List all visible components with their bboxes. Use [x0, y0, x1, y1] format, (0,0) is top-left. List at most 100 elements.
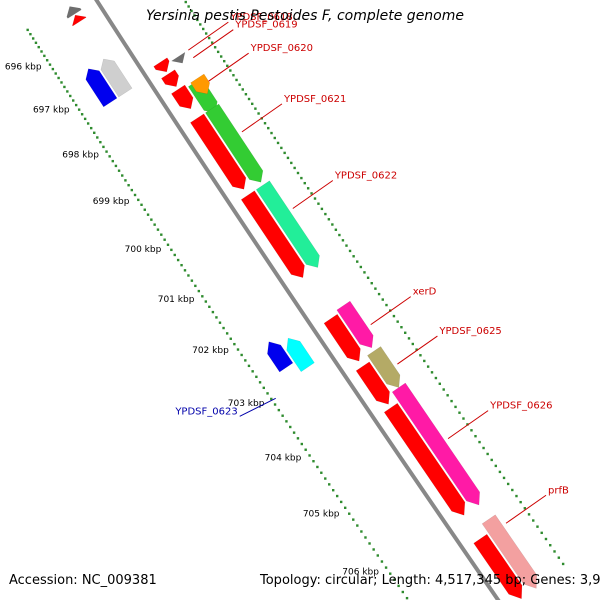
genome-backbone — [94, 0, 501, 600]
gene-label: YPDSF_0625 — [438, 326, 501, 337]
inner-dot — [304, 448, 307, 451]
gene-arrow — [383, 402, 466, 516]
inner-dot — [372, 548, 375, 551]
inner-dot — [29, 32, 32, 36]
inner-dot — [352, 518, 355, 521]
inner-dot — [26, 28, 29, 32]
gene-label: prfB — [548, 485, 569, 496]
inner-dot — [376, 554, 379, 557]
gene-label: YPDSF_0623 — [174, 406, 237, 417]
label-connector — [241, 103, 283, 133]
outer-dot — [202, 27, 205, 31]
inner-dot — [72, 99, 75, 102]
outer-dot — [506, 482, 510, 486]
inner-dot — [251, 370, 254, 373]
outer-dot — [381, 298, 384, 301]
inner-dot — [31, 37, 35, 40]
inner-dot — [102, 145, 105, 149]
inner-dot — [153, 223, 156, 226]
outer-dot — [306, 187, 310, 190]
outer-dot — [247, 97, 251, 101]
inner-dot — [218, 321, 222, 324]
outer-dot — [374, 287, 377, 290]
label-connector — [370, 296, 412, 326]
outer-dot — [293, 166, 296, 170]
gene-arrow — [473, 533, 523, 600]
inner-dot — [255, 375, 258, 379]
gene-arrow — [171, 84, 194, 109]
inner-dot — [244, 359, 247, 362]
inner-dot — [127, 184, 130, 187]
outer-dot — [235, 78, 238, 82]
outer-dot — [223, 59, 226, 63]
outer-dot — [356, 260, 359, 263]
inner-dot — [312, 460, 315, 463]
outer-dot — [196, 18, 199, 22]
outer-dot — [561, 562, 565, 566]
outer-dot — [348, 249, 352, 253]
gene-arrow — [161, 69, 179, 87]
inner-dot — [405, 596, 409, 600]
gene-arrow — [367, 346, 401, 388]
outer-dot — [193, 14, 196, 17]
inner-dot — [225, 332, 229, 335]
tick-labels: 696 kbp 697 kbp 698 kbp 699 kbp 700 kbp 701 k… — [5, 62, 379, 577]
gene-features — [66, 6, 538, 600]
inner-dot — [328, 483, 331, 486]
label-connector — [188, 21, 229, 51]
outer-dot — [423, 359, 426, 363]
label-connector — [292, 180, 334, 209]
inner-dot — [296, 437, 300, 440]
inner-dot — [401, 590, 405, 594]
outer-dot — [263, 122, 267, 125]
inner-dot — [211, 310, 215, 314]
outer-dot — [470, 429, 473, 432]
outer-dot — [290, 161, 293, 165]
inner-dot — [80, 113, 84, 116]
inner-dot — [273, 403, 277, 406]
inner-dot — [156, 228, 160, 231]
outer-dot — [341, 239, 345, 242]
inner-dot — [96, 136, 99, 139]
inner-dot — [176, 258, 180, 262]
inner-dot — [170, 248, 173, 252]
inner-dot — [215, 316, 218, 319]
gene-arrow — [85, 68, 118, 108]
outer-dot — [300, 176, 303, 180]
inner-dot — [173, 253, 176, 257]
outer-dot — [334, 228, 338, 231]
outer-dot — [392, 314, 396, 318]
inner-dot — [281, 414, 284, 417]
inner-dot — [111, 159, 114, 163]
gene-label: YPDSF_0626 — [489, 401, 552, 412]
inner-dot — [320, 471, 323, 474]
outer-dot — [310, 192, 313, 195]
outer-dot — [270, 131, 273, 135]
gene-arrow — [205, 103, 264, 183]
outer-dot — [478, 440, 481, 444]
tick-label: 697 kbp — [33, 106, 70, 116]
outer-dot — [273, 136, 276, 140]
outer-dot — [462, 417, 465, 420]
outer-dot — [296, 171, 300, 175]
outer-dot — [446, 394, 449, 397]
inner-dot — [270, 397, 273, 401]
inner-dot — [63, 85, 66, 89]
inner-dot — [285, 420, 288, 423]
inner-dot — [108, 155, 111, 158]
gene-arrow — [190, 73, 210, 95]
inner-dot — [83, 117, 87, 121]
outer-dot — [313, 197, 317, 200]
inner-dot — [240, 353, 243, 357]
gene-arrow — [355, 361, 390, 405]
outer-dot — [523, 507, 527, 510]
tick-label: 698 kbp — [62, 151, 99, 161]
outer-dot — [338, 233, 341, 237]
gene-arrow — [66, 6, 82, 19]
label-connector — [192, 29, 234, 59]
inner-dot — [69, 94, 72, 98]
outer-dot — [442, 388, 445, 391]
inner-dot — [146, 213, 150, 216]
